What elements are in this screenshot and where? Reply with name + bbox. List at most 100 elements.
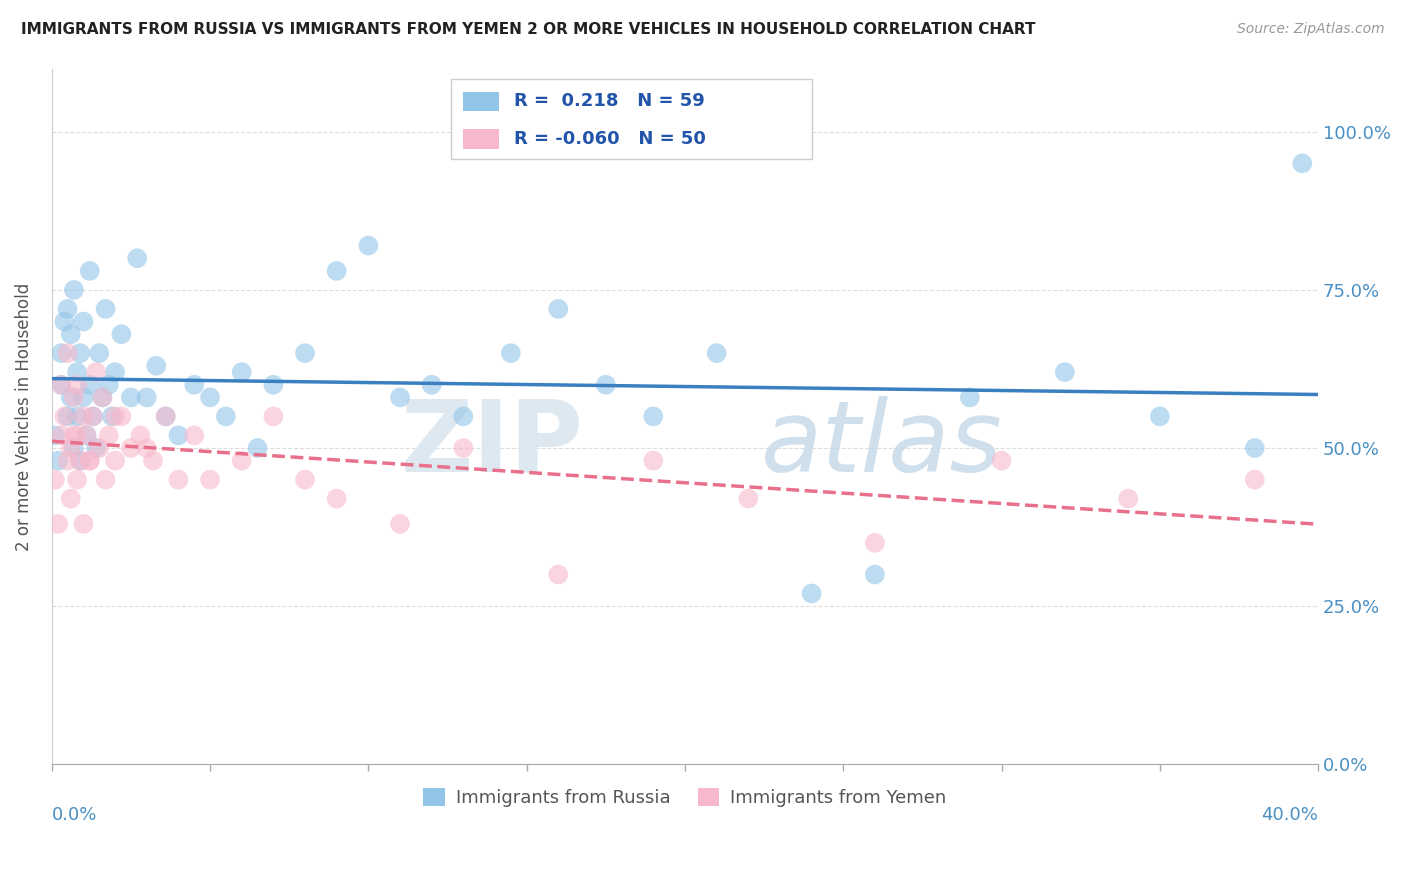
Point: [155, 409, 177, 424]
Point: [97, 377, 120, 392]
Point: [66, 377, 89, 392]
Point: [135, 441, 157, 455]
Point: [56, 301, 79, 316]
Text: 40.0%: 40.0%: [1261, 806, 1319, 824]
Point: [167, 428, 190, 442]
Point: [142, 453, 165, 467]
Point: [56, 453, 79, 467]
Point: [46, 516, 69, 531]
Point: [120, 391, 142, 405]
Point: [294, 473, 316, 487]
Point: [1053, 365, 1076, 379]
Text: R =  0.218   N = 59: R = 0.218 N = 59: [515, 93, 704, 111]
Point: [325, 264, 347, 278]
Point: [643, 453, 665, 467]
Point: [69, 346, 91, 360]
Point: [94, 473, 117, 487]
Point: [1116, 491, 1139, 506]
Point: [91, 391, 114, 405]
Point: [183, 428, 205, 442]
Point: [1243, 473, 1265, 487]
Point: [79, 453, 101, 467]
Point: [294, 346, 316, 360]
Point: [101, 409, 124, 424]
Point: [120, 441, 142, 455]
Point: [72, 409, 94, 424]
Point: [863, 567, 886, 582]
Point: [79, 453, 101, 467]
Point: [69, 453, 91, 467]
Point: [547, 301, 569, 316]
Point: [59, 441, 82, 455]
Point: [79, 377, 101, 392]
Point: [325, 491, 347, 506]
Point: [737, 491, 759, 506]
Point: [453, 409, 475, 424]
Point: [82, 409, 104, 424]
Point: [89, 441, 111, 455]
Point: [1243, 441, 1265, 455]
Point: [231, 365, 253, 379]
Text: ZIP: ZIP: [401, 396, 583, 492]
Point: [72, 391, 94, 405]
Point: [388, 391, 411, 405]
Point: [63, 441, 86, 455]
Point: [82, 409, 104, 424]
Point: [89, 346, 111, 360]
Point: [135, 391, 157, 405]
Point: [76, 428, 98, 442]
Point: [231, 453, 253, 467]
Point: [453, 441, 475, 455]
Point: [76, 428, 98, 442]
Point: [51, 428, 73, 442]
Point: [63, 428, 86, 442]
Point: [145, 359, 167, 373]
Point: [69, 453, 91, 467]
Point: [44, 473, 66, 487]
Point: [51, 377, 73, 392]
FancyBboxPatch shape: [464, 92, 499, 112]
Point: [595, 377, 617, 392]
Point: [1291, 156, 1313, 170]
Point: [66, 428, 89, 442]
FancyBboxPatch shape: [464, 129, 499, 149]
Point: [51, 346, 73, 360]
Point: [72, 516, 94, 531]
FancyBboxPatch shape: [451, 79, 811, 159]
Text: R = -0.060   N = 50: R = -0.060 N = 50: [515, 130, 706, 148]
Point: [183, 377, 205, 392]
Point: [44, 428, 66, 442]
Point: [104, 453, 127, 467]
Text: atlas: atlas: [761, 396, 1002, 492]
Point: [129, 428, 152, 442]
Point: [863, 536, 886, 550]
Point: [215, 409, 238, 424]
Point: [72, 314, 94, 328]
Point: [66, 365, 89, 379]
Text: IMMIGRANTS FROM RUSSIA VS IMMIGRANTS FROM YEMEN 2 OR MORE VEHICLES IN HOUSEHOLD : IMMIGRANTS FROM RUSSIA VS IMMIGRANTS FRO…: [21, 22, 1036, 37]
Point: [53, 314, 76, 328]
Point: [59, 327, 82, 342]
Point: [104, 365, 127, 379]
Point: [53, 409, 76, 424]
Point: [420, 377, 443, 392]
Y-axis label: 2 or more Vehicles in Household: 2 or more Vehicles in Household: [15, 282, 32, 550]
Point: [84, 441, 107, 455]
Point: [84, 365, 107, 379]
Point: [110, 409, 132, 424]
Text: Source: ZipAtlas.com: Source: ZipAtlas.com: [1237, 22, 1385, 37]
Point: [198, 391, 221, 405]
Point: [51, 377, 73, 392]
Point: [63, 283, 86, 297]
Point: [1149, 409, 1171, 424]
Point: [59, 391, 82, 405]
Point: [800, 586, 823, 600]
Point: [46, 453, 69, 467]
Point: [91, 391, 114, 405]
Point: [155, 409, 177, 424]
Point: [262, 377, 284, 392]
Point: [198, 473, 221, 487]
Point: [499, 346, 522, 360]
Point: [59, 491, 82, 506]
Point: [63, 391, 86, 405]
